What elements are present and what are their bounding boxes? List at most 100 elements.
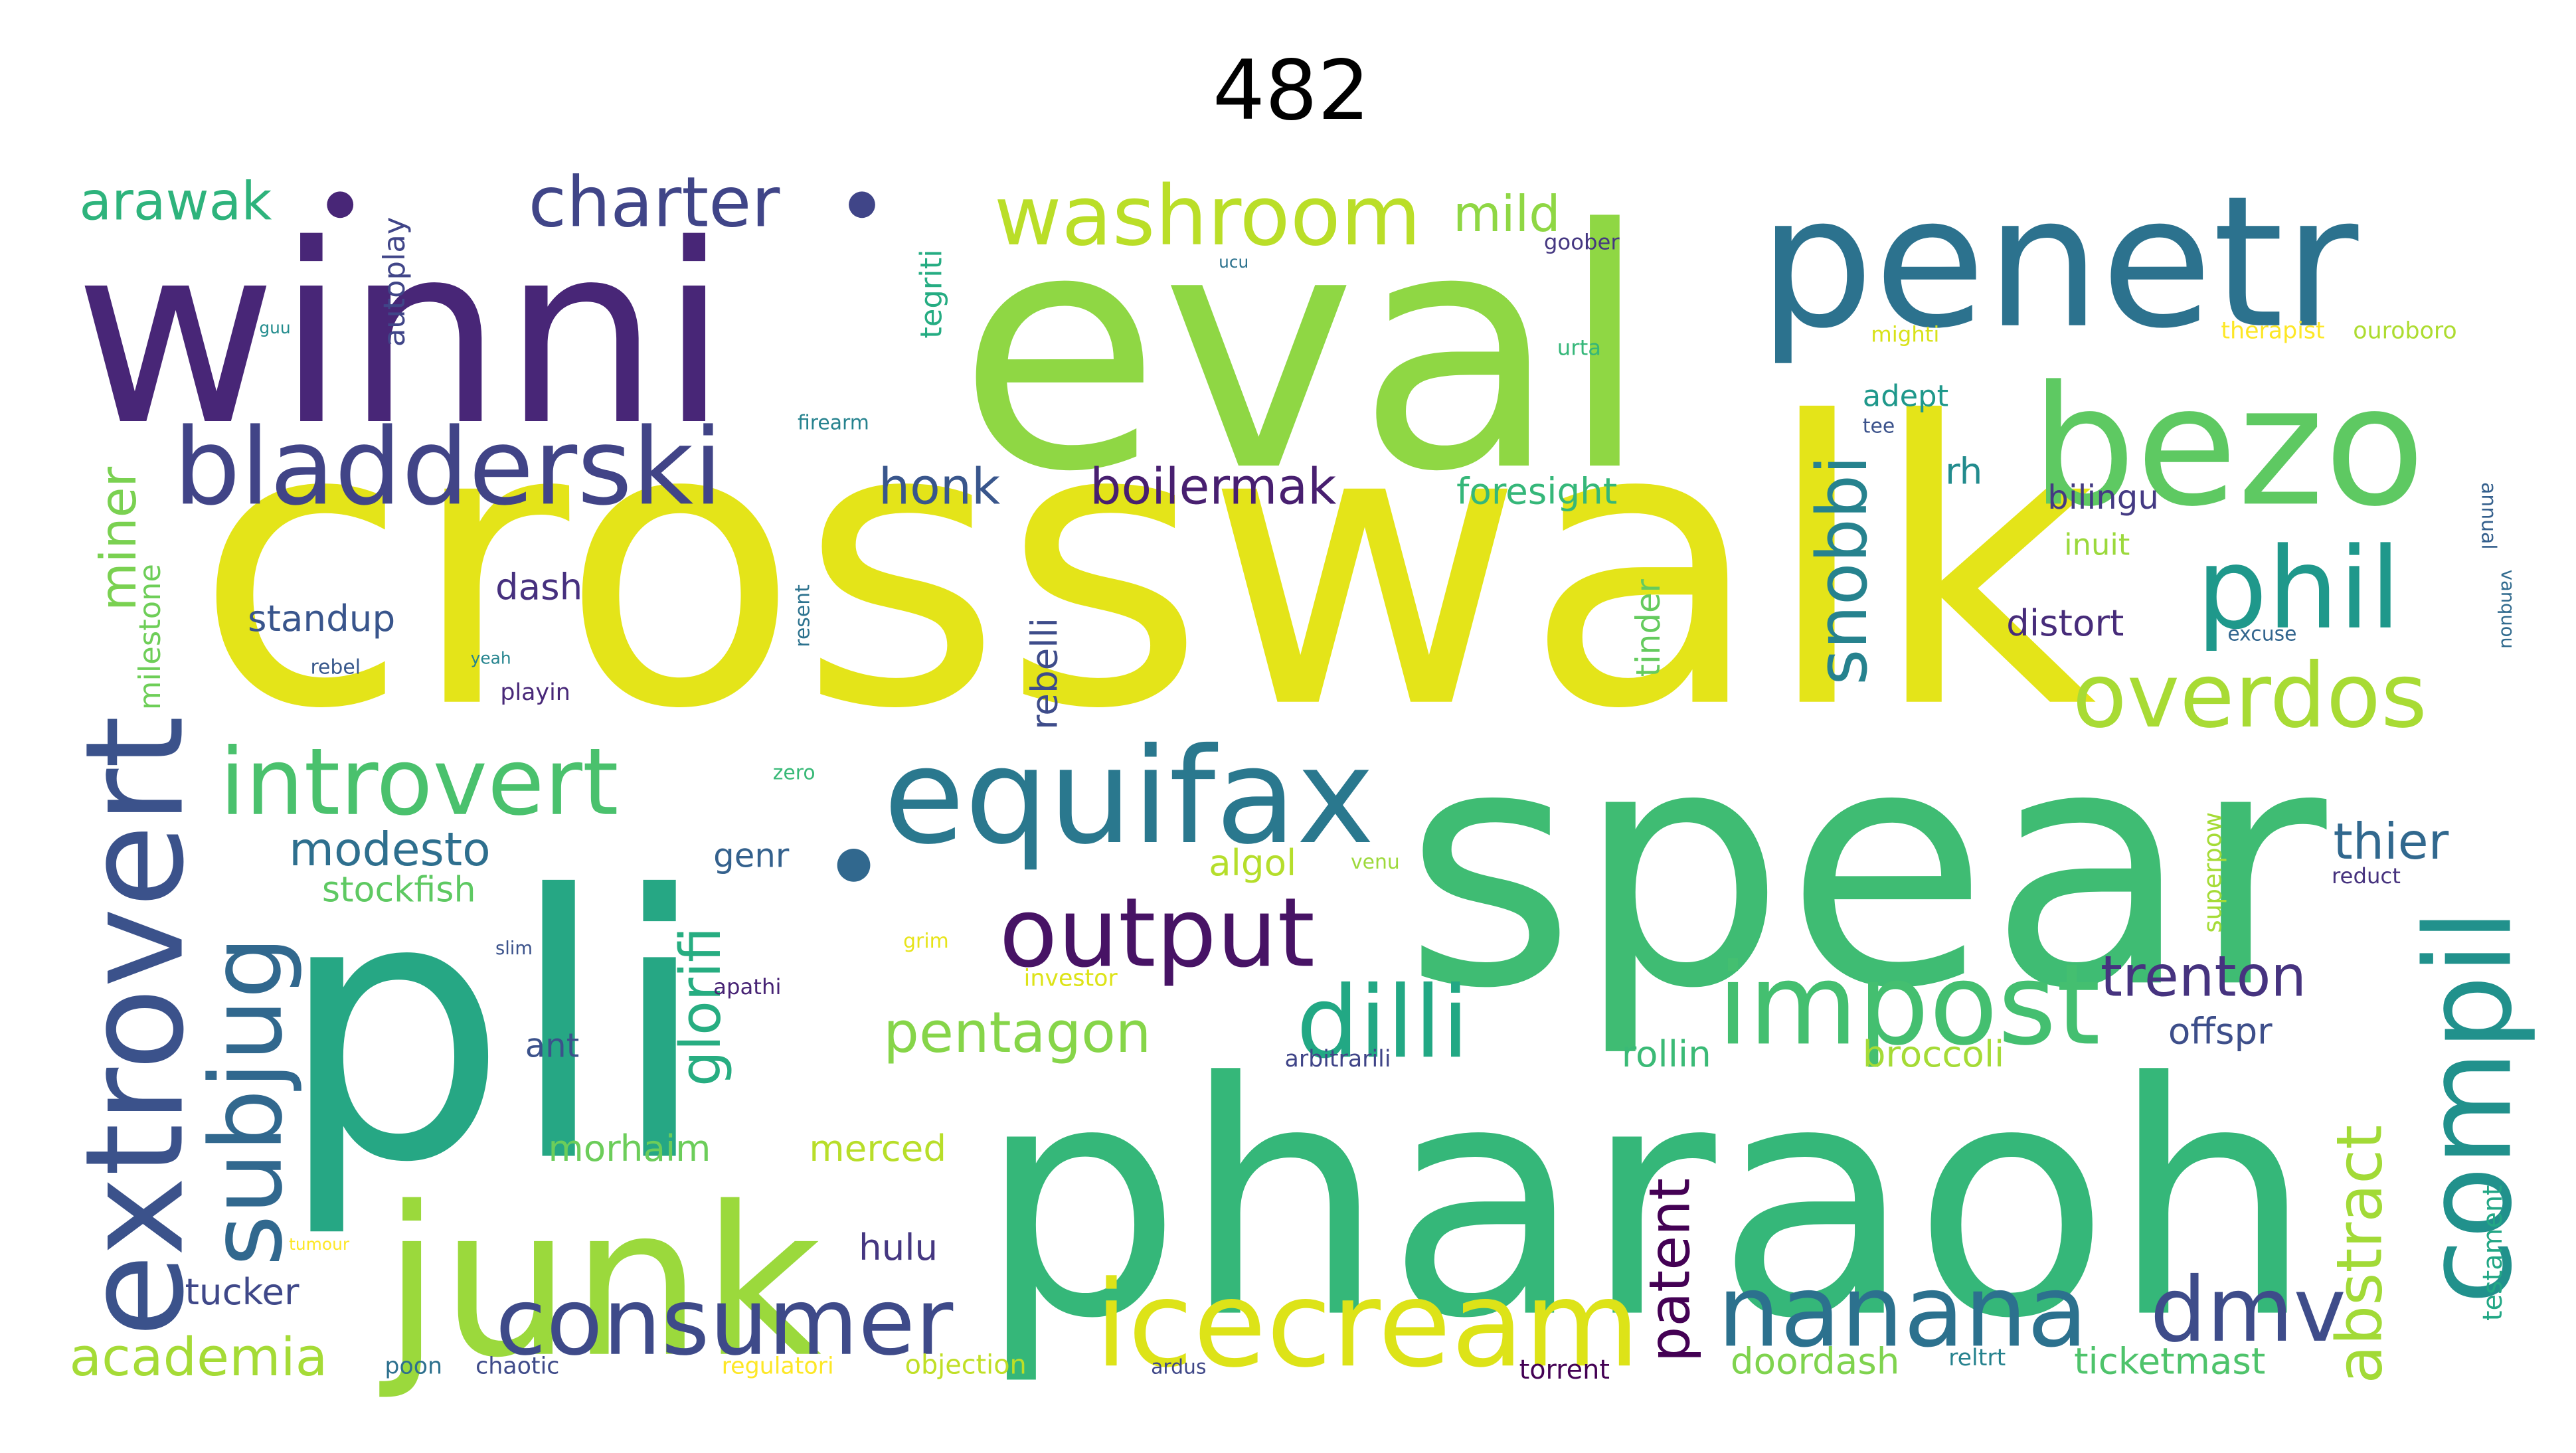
word-slim: slim [495, 938, 533, 959]
word-modesto: modesto [289, 823, 491, 877]
word-ant: ant [525, 1026, 579, 1065]
word-dilli: dilli [1296, 966, 1469, 1080]
word-pentagon: pentagon [883, 1000, 1151, 1065]
word-torrent: torrent [1519, 1355, 1610, 1385]
word-offspr: offspr [2168, 1009, 2273, 1052]
word-rebelli: rebelli [1023, 618, 1065, 730]
word-rollin: rollin [1622, 1033, 1711, 1075]
word-therapist: therapist [2221, 318, 2324, 345]
word-investor: investor [1024, 965, 1118, 991]
word-impost: impost [1717, 939, 2101, 1070]
word-mild: mild [1453, 185, 1560, 243]
word-equifax: equifax [883, 719, 1375, 873]
word-objection: objection [905, 1350, 1027, 1381]
word-distort: distort [2006, 602, 2124, 644]
word-stockfish: stockfish [322, 871, 476, 910]
word-broccoli: broccoli [1863, 1033, 2004, 1075]
word-trenton: trenton [2101, 944, 2306, 1009]
word-arawak: arawak [79, 171, 272, 232]
word-subjug: subjug [190, 936, 305, 1266]
word-vanquou: vanquou [2497, 570, 2518, 649]
word-rh: rh [1945, 450, 1982, 493]
word-hulu: hulu [859, 1226, 938, 1268]
word-tucker: tucker [185, 1270, 300, 1313]
word-dash: dash [495, 566, 582, 608]
word-eval: eval [958, 159, 1650, 544]
word-doordash: doordash [1731, 1340, 1900, 1383]
dot-mark [327, 191, 354, 218]
word-thier: thier [2333, 813, 2448, 871]
word-crosswalk: crosswalk [195, 341, 2097, 794]
word-washroom: washroom [994, 169, 1421, 264]
word-tee: tee [1863, 414, 1895, 438]
word-rebel: rebel [310, 655, 361, 679]
word-venu: venu [1351, 851, 1400, 874]
word-dmv: dmv [2150, 1258, 2346, 1362]
word-bladderski: bladderski [173, 405, 723, 529]
dot-mark [837, 848, 871, 882]
word-morhaim: morhaim [549, 1127, 711, 1169]
word-resent: resent [791, 584, 814, 647]
word-goober: goober [1544, 229, 1620, 254]
word-playin: playin [500, 679, 570, 706]
word-introvert: introvert [220, 728, 619, 836]
word-ardus: ardus [1151, 1356, 1206, 1379]
word-urta: urta [1557, 335, 1601, 361]
word-grim: grim [903, 930, 949, 953]
word-honk: honk [879, 458, 1000, 515]
word-output: output [999, 878, 1315, 989]
word-pli: pli [278, 819, 710, 1242]
word-adept: adept [1863, 379, 1948, 414]
word-reltrt: reltrt [1948, 1345, 2006, 1371]
dot-mark [849, 191, 875, 218]
word-junk: junk [377, 1163, 821, 1403]
word-patent: patent [1638, 1178, 1703, 1362]
word-icecream: icecream [1095, 1256, 1640, 1394]
word-guu: guu [259, 318, 290, 337]
word-penetr: penetr [1759, 157, 2360, 369]
word-bilingu: bilingu [2047, 478, 2159, 517]
word-apathi: apathi [713, 974, 781, 999]
word-ucu: ucu [1219, 252, 1248, 272]
word-merced: merced [809, 1127, 946, 1169]
word-overdos: overdos [2073, 643, 2427, 748]
word-extrovert: extrovert [57, 716, 215, 1337]
word-miner: miner [90, 466, 147, 611]
word-spear: spear [1404, 676, 2330, 1061]
word-zero: zero [773, 762, 816, 785]
word-ouroboro: ouroboro [2353, 318, 2456, 345]
word-tinder: tinder [1629, 578, 1668, 677]
word-inuit: inuit [2064, 527, 2130, 562]
word-consumer: consumer [495, 1268, 954, 1376]
word-glorifi: glorifi [668, 927, 733, 1086]
word-poon: poon [385, 1353, 442, 1380]
word-nanana: nanana [1717, 1254, 2088, 1369]
word-charter: charter [529, 162, 780, 243]
word-chaotic: chaotic [475, 1353, 559, 1380]
cloud-title: 482 [1213, 43, 1370, 139]
word-arbitrarili: arbitrarili [1285, 1046, 1391, 1072]
word-superpow: superpow [2197, 812, 2227, 933]
word-academia: academia [69, 1326, 327, 1388]
word-pharaoh: pharaoh [978, 1015, 2314, 1389]
word-bezo: bezo [2031, 350, 2425, 543]
word-foresight: foresight [1456, 470, 1617, 512]
word-tegriti: tegriti [913, 249, 948, 338]
word-snobbi: snobbi [1802, 456, 1883, 685]
word-phil: phil [2196, 523, 2401, 654]
word-ticketmast: ticketmast [2074, 1340, 2265, 1383]
word-abstract: abstract [2324, 1125, 2397, 1384]
word-yeah: yeah [471, 649, 511, 668]
word-compil: compil [2401, 909, 2539, 1304]
word-algol: algol [1209, 841, 1296, 884]
word-standup: standup [248, 597, 395, 640]
word-genr: genr [713, 836, 790, 875]
word-excuse: excuse [2227, 623, 2296, 646]
word-milestone: milestone [132, 564, 167, 710]
word-tumour: tumour [289, 1235, 350, 1254]
word-reduct: reduct [2332, 863, 2401, 889]
word-mighti: mighti [1871, 322, 1939, 347]
